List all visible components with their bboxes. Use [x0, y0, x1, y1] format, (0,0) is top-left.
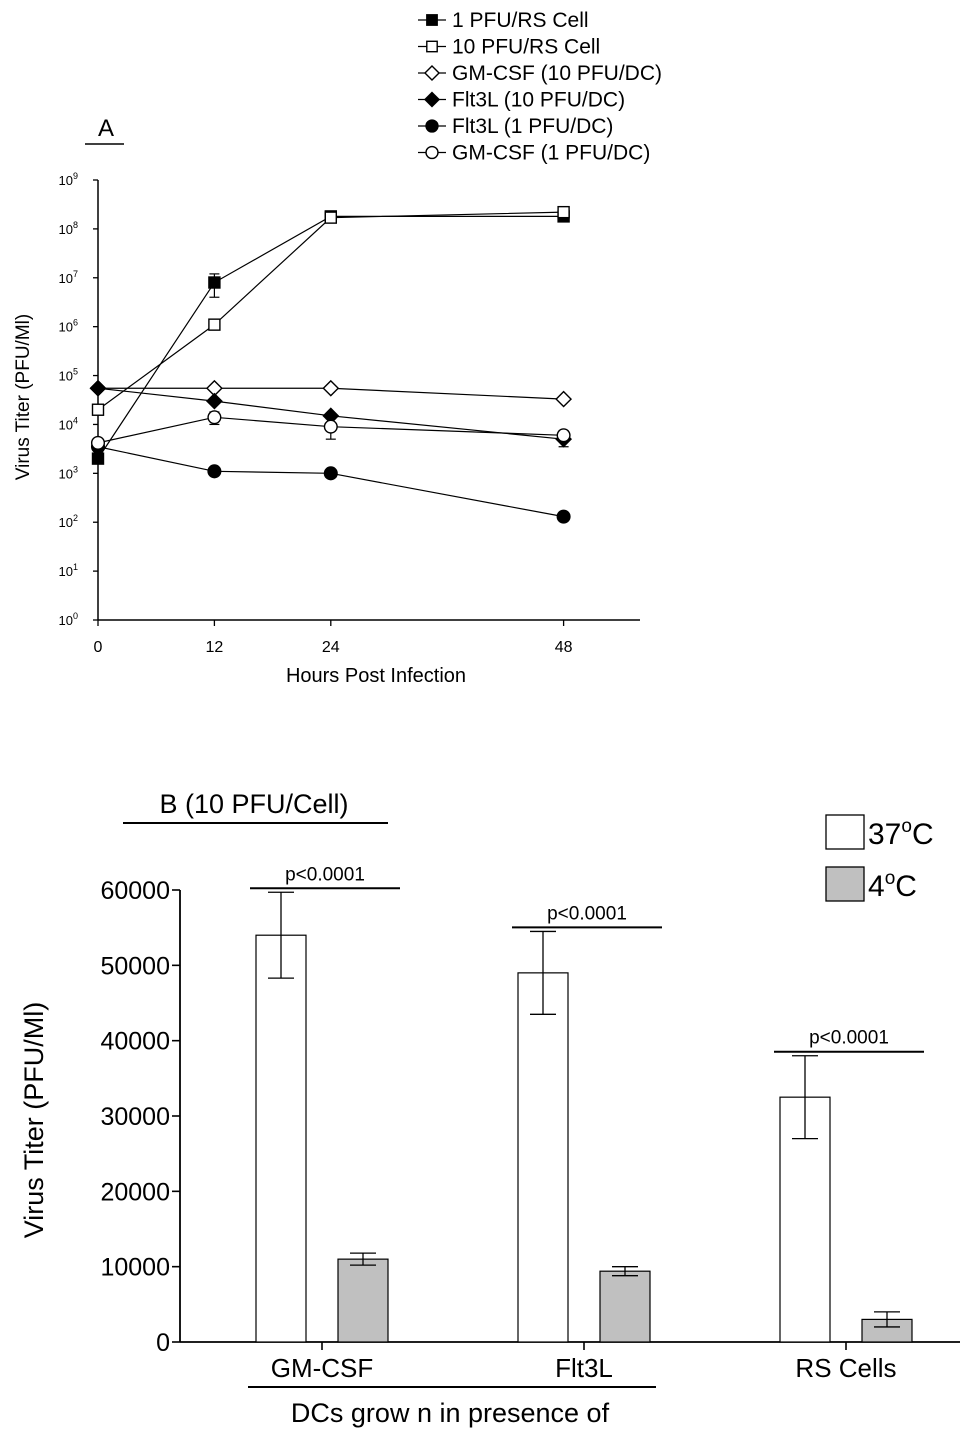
series-line	[97, 416, 564, 444]
series-line	[97, 387, 564, 440]
data-point	[208, 276, 221, 289]
panel-b-x-tick-label: GM-CSF	[271, 1353, 374, 1383]
legend-swatch	[825, 814, 865, 850]
panel-b-bar-chart: B (10 PFU/Cell) 37oC 4oC 0 10000 20000 30000…	[19, 789, 960, 1428]
significance-label: p<0.0001	[285, 864, 365, 885]
panel-a-series	[89, 205, 573, 524]
data-point	[89, 379, 107, 397]
series-line	[97, 446, 564, 518]
series-line	[97, 215, 564, 459]
panel-b-bars	[255, 891, 913, 1343]
legend-label: 37oC	[868, 816, 934, 851]
panel-a-x-tick-label: 0	[94, 639, 103, 656]
panel-b-y-tick-label: 30000	[100, 1103, 170, 1131]
panel-a-x-axis-label: Hours Post Infection	[286, 665, 466, 687]
panel-b-significance: p<0.0001 p<0.0001 p<0.0001	[250, 864, 924, 1053]
panel-a-y-tick-label: 106	[59, 318, 78, 335]
bar	[517, 972, 569, 1343]
legend-marker	[425, 145, 439, 160]
bar	[599, 1270, 651, 1343]
panel-a-x-tick-label: 12	[206, 639, 224, 656]
panel-a-y-tick-label: 107	[59, 269, 78, 286]
legend-marker	[425, 119, 439, 133]
panel-a-y-tick-label: 103	[59, 464, 78, 481]
panel-b-y-tick-label: 20000	[100, 1178, 170, 1206]
panel-a-line-chart: A 1 PFU/RS Cell 10 PFU/RS Cell GM-CSF (10 …	[13, 9, 662, 687]
panel-a-y-tick-label: 109	[59, 171, 78, 188]
data-point	[324, 211, 337, 224]
data-point	[91, 452, 105, 465]
significance-label: p<0.0001	[547, 903, 627, 924]
data-point	[208, 318, 221, 331]
legend-label: GM-CSF (10 PFU/DC)	[452, 62, 662, 85]
panel-b-x-axis-label: DCs grow n in presence of	[291, 1398, 610, 1428]
legend-label: Flt3L (1 PFU/DC)	[452, 115, 613, 138]
panel-a-y-axis-label: Virus Titer (PFU/Ml)	[13, 314, 34, 480]
legend-label: 4oC	[868, 868, 917, 903]
bar	[255, 934, 307, 1343]
series-line	[98, 387, 564, 400]
legend-label: 1 PFU/RS Cell	[452, 9, 589, 32]
legend-label: 10 PFU/RS Cell	[452, 36, 600, 59]
panel-a-y-tick-label: 105	[59, 367, 78, 384]
series-line	[97, 211, 564, 411]
significance-label: p<0.0001	[809, 1028, 889, 1049]
panel-b-x-tick-label: Flt3L	[555, 1353, 613, 1383]
bar	[337, 1258, 389, 1343]
panel-a-y-tick-label: 102	[59, 513, 78, 530]
panel-b-y-axis-label: Virus Titer (PFU/Ml)	[19, 1002, 49, 1239]
data-point	[323, 466, 338, 481]
data-point	[557, 205, 570, 219]
panel-b-legend: 37oC 4oC	[825, 814, 934, 903]
data-point	[205, 392, 223, 410]
legend-swatch	[825, 866, 865, 902]
panel-a-y-tick-label: 100	[59, 611, 78, 628]
data-point	[207, 410, 222, 425]
data-point	[90, 435, 106, 450]
data-point	[556, 428, 571, 443]
panel-a-legend: 1 PFU/RS Cell 10 PFU/RS Cell GM-CSF (10 PF…	[418, 9, 662, 165]
panel-b-y-tick-label: 0	[156, 1329, 170, 1357]
panel-a-y-tick-label: 104	[59, 415, 78, 432]
panel-a-y-tick-label: 101	[59, 562, 78, 579]
panel-a-x-tick-label: 24	[322, 639, 340, 656]
panel-b-y-tick-label: 50000	[100, 952, 170, 980]
data-point	[91, 403, 105, 416]
data-point	[207, 464, 222, 479]
data-point	[555, 390, 573, 408]
panel-a-y-tick-label: 108	[59, 220, 78, 237]
legend-label: GM-CSF (1 PFU/DC)	[452, 142, 650, 165]
data-point	[323, 419, 338, 434]
legend-label: Flt3L (10 PFU/DC)	[452, 89, 625, 112]
legend-marker	[423, 64, 441, 82]
panel-b-label: B (10 PFU/Cell)	[159, 789, 348, 819]
panel-b-y-tick-label: 10000	[100, 1254, 170, 1282]
legend-marker	[426, 40, 438, 53]
legend-marker	[423, 91, 441, 108]
data-point	[556, 509, 571, 524]
panel-b-x-tick-label: RS Cells	[795, 1353, 896, 1383]
panel-b-y-tick-label: 60000	[100, 877, 170, 905]
panel-a-label: A	[98, 115, 114, 142]
panel-b-y-tick-label: 40000	[100, 1028, 170, 1056]
panel-a-axes: 100 101 102 103 104 105 106 107 108 109 0 12 24 48	[59, 171, 640, 656]
legend-marker	[426, 14, 438, 26]
panel-a-x-tick-label: 48	[555, 639, 573, 656]
data-point	[322, 379, 340, 397]
